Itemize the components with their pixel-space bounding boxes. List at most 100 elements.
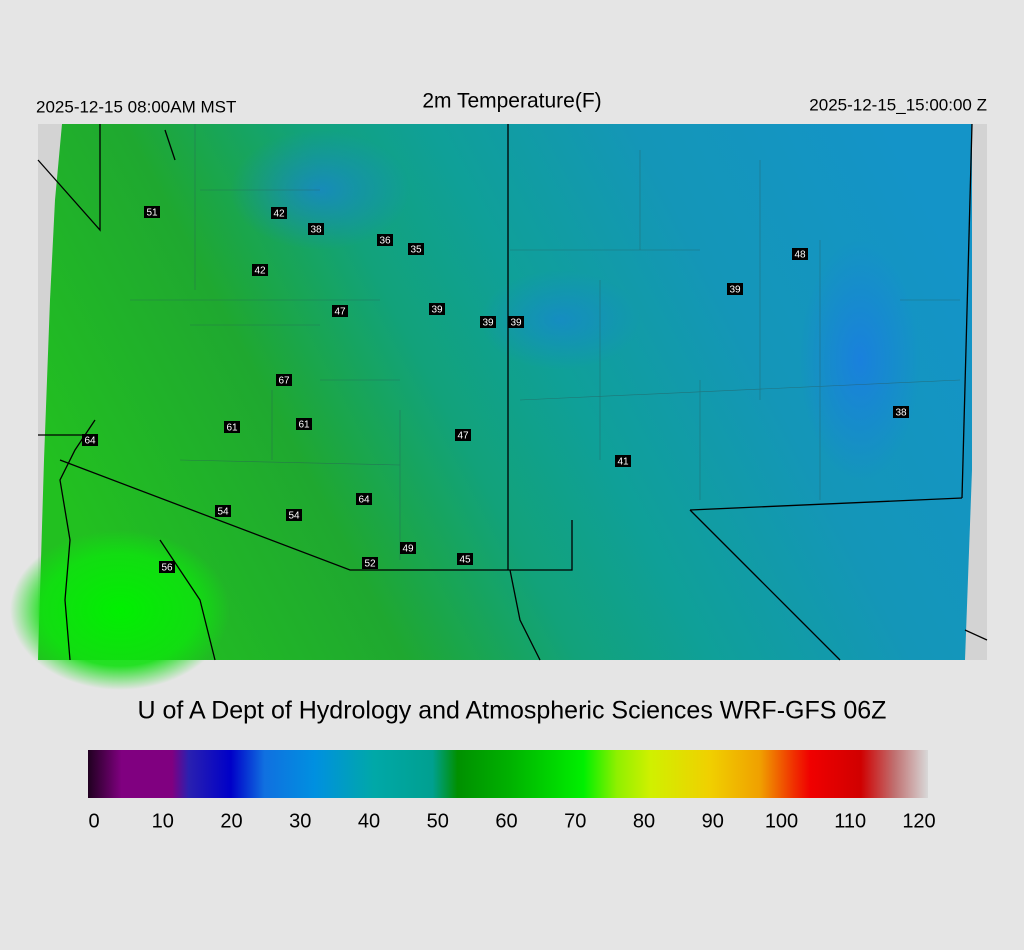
colorbar-tick-label: 60 (495, 810, 517, 832)
station-box (727, 283, 743, 295)
map-title: 2m Temperature(F) (422, 90, 601, 113)
colorbar-tick-label: 40 (358, 810, 380, 832)
station-value: 42 (273, 209, 285, 220)
station: 45 (457, 553, 473, 566)
station-value: 49 (402, 544, 414, 555)
colorbar-tick-label: 0 (88, 810, 99, 832)
station: 39 (727, 283, 743, 296)
station-value: 47 (457, 431, 469, 442)
station-value: 56 (161, 563, 173, 574)
valid-time-local: 2025-12-15 08:00AM MST (36, 97, 236, 116)
station-value: 45 (459, 555, 471, 566)
station-box (271, 207, 287, 219)
colorbar-tick-label: 120 (902, 810, 935, 832)
station-box (792, 248, 808, 260)
station-value: 48 (794, 250, 806, 261)
station-box (429, 303, 445, 315)
station-value: 39 (729, 285, 741, 296)
station-box (480, 316, 496, 328)
model-credit: U of A Dept of Hydrology and Atmospheric… (138, 697, 887, 725)
station-box (408, 243, 424, 255)
station-box (144, 206, 160, 218)
station-value: 54 (217, 507, 229, 518)
colorbar-tick-label: 80 (633, 810, 655, 832)
station-box (276, 374, 292, 386)
station: 61 (224, 421, 240, 434)
station: 47 (332, 305, 348, 318)
station-box (457, 553, 473, 565)
station-box (893, 406, 909, 418)
station-box (332, 305, 348, 317)
station-value: 38 (895, 408, 907, 419)
station-value: 52 (364, 559, 376, 570)
warm-area (10, 530, 230, 690)
station-box (215, 505, 231, 517)
station: 39 (508, 316, 524, 329)
temperature-field (38, 124, 972, 660)
station-value: 67 (278, 376, 290, 387)
map: 51 42 38 36 35 42 47 39 39 39 48 39 67 61 61 64 47 41 38 54… (10, 123, 988, 690)
station: 54 (215, 505, 231, 518)
station: 61 (296, 418, 312, 431)
colorbar-tick-label: 70 (564, 810, 586, 832)
station: 39 (429, 303, 445, 316)
county-lines (130, 124, 961, 560)
station: 56 (159, 561, 175, 574)
station-box (296, 418, 312, 430)
colorbar-ticks: 0 10 20 30 40 50 60 70 80 90 100 110 120 (88, 798, 936, 832)
station-box (508, 316, 524, 328)
station-value: 47 (334, 307, 346, 318)
station-box (308, 223, 324, 235)
station: 35 (408, 243, 424, 256)
station-box (615, 455, 631, 467)
station-box (224, 421, 240, 433)
station-value: 42 (254, 266, 266, 277)
station: 42 (271, 207, 287, 220)
station: 67 (276, 374, 292, 387)
station: 38 (893, 406, 909, 419)
station-value: 51 (146, 208, 158, 219)
colorbar-tick-label: 30 (289, 810, 311, 832)
colorbar-tick-label: 20 (220, 810, 242, 832)
station-value: 39 (431, 305, 443, 316)
station-box (286, 509, 302, 521)
station: 38 (308, 223, 324, 236)
station-value: 54 (288, 511, 300, 522)
station-box (252, 264, 268, 276)
station-box (159, 561, 175, 573)
station: 54 (286, 509, 302, 522)
station-value: 41 (617, 457, 629, 468)
station-box (356, 493, 372, 505)
station: 49 (400, 542, 416, 555)
station-value: 39 (510, 318, 522, 329)
station-box (400, 542, 416, 554)
station: 48 (792, 248, 808, 261)
station-value: 61 (226, 423, 238, 434)
station: 52 (362, 557, 378, 570)
station-labels: 51 42 38 36 35 42 47 39 39 39 48 39 67 61 61 64 47 41 38 54… (82, 206, 909, 574)
station-box (377, 234, 393, 246)
station-box (362, 557, 378, 569)
station: 51 (144, 206, 160, 219)
station-box (82, 434, 98, 446)
station-value: 35 (410, 245, 422, 256)
valid-time-utc: 2025-12-15_15:00:00 Z (809, 95, 987, 114)
station: 64 (356, 493, 372, 506)
colorbar-tick-label: 100 (765, 810, 798, 832)
colorbar-tick-label: 10 (152, 810, 174, 832)
station-value: 61 (298, 420, 310, 431)
cold-area (480, 270, 640, 370)
station: 39 (480, 316, 496, 329)
colorbar-tick-label: 110 (834, 810, 866, 832)
cold-area (800, 240, 920, 480)
station: 41 (615, 455, 631, 468)
station: 36 (377, 234, 393, 247)
station: 64 (82, 434, 98, 447)
station-value: 64 (358, 495, 370, 506)
station-value: 36 (379, 236, 391, 247)
colorbar-tick-label: 90 (702, 810, 724, 832)
station: 42 (252, 264, 268, 277)
station-value: 38 (310, 225, 322, 236)
